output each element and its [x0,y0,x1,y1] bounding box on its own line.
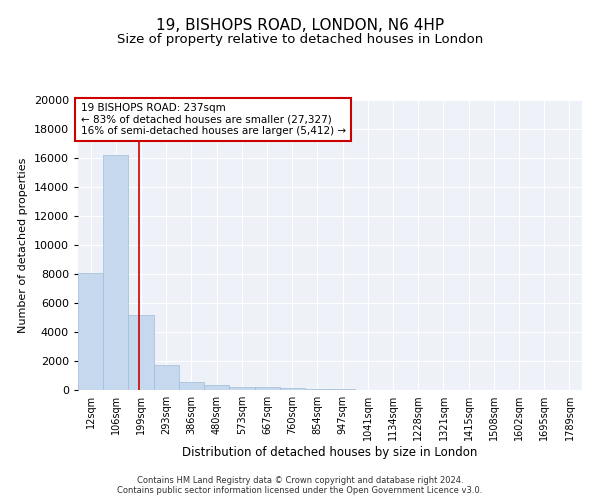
Bar [103,155,128,390]
Bar [154,366,179,390]
Y-axis label: Number of detached properties: Number of detached properties [18,158,28,332]
Bar [229,387,254,390]
Text: Contains HM Land Registry data © Crown copyright and database right 2024.
Contai: Contains HM Land Registry data © Crown c… [118,476,482,495]
Bar [280,388,305,390]
Bar [254,388,280,390]
X-axis label: Distribution of detached houses by size in London: Distribution of detached houses by size … [182,446,478,459]
Text: 19 BISHOPS ROAD: 237sqm
← 83% of detached houses are smaller (27,327)
16% of sem: 19 BISHOPS ROAD: 237sqm ← 83% of detache… [80,103,346,136]
Bar [128,314,154,390]
Bar [179,382,204,390]
Text: Size of property relative to detached houses in London: Size of property relative to detached ho… [117,32,483,46]
Bar [78,274,103,390]
Bar [305,389,330,390]
Text: 19, BISHOPS ROAD, LONDON, N6 4HP: 19, BISHOPS ROAD, LONDON, N6 4HP [156,18,444,32]
Bar [204,385,229,390]
